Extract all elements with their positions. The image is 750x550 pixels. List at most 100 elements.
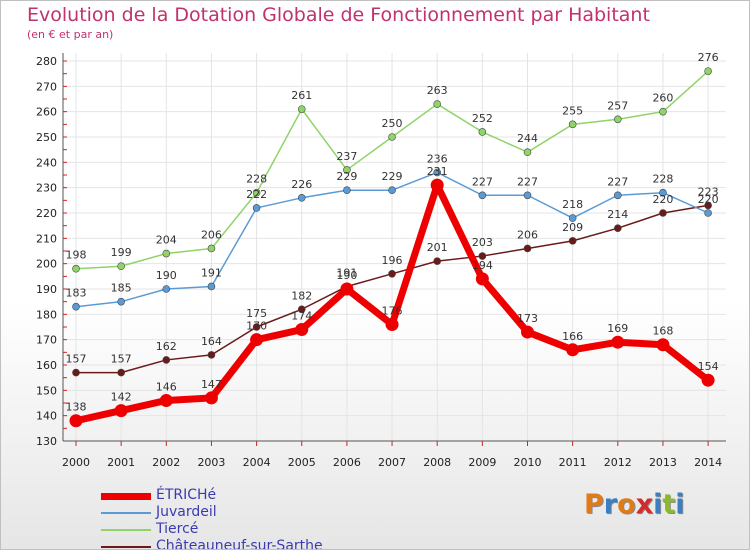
x-tick-label: 2013 (649, 456, 677, 469)
legend-label: Tiercé (156, 521, 199, 537)
series-point (297, 194, 306, 202)
x-tick-label: 2010 (514, 456, 542, 469)
x-tick-label: 2003 (197, 456, 225, 469)
data-label: 228 (246, 173, 267, 186)
series-point (72, 368, 80, 377)
y-tick-label: 280 (36, 55, 57, 68)
series-point (613, 115, 622, 124)
data-label: 252 (472, 112, 493, 125)
data-label: 169 (607, 322, 628, 335)
data-label: 263 (427, 84, 448, 97)
data-label: 199 (111, 246, 132, 259)
data-label: 147 (201, 378, 222, 391)
x-tick-label: 2012 (604, 456, 632, 469)
series-point (343, 186, 351, 194)
data-label: 194 (472, 259, 493, 272)
x-tick-label: 2006 (333, 456, 361, 469)
data-label: 154 (698, 360, 719, 373)
chart-title: Evolution de la Dotation Globale de Fonc… (27, 4, 650, 26)
data-label: 260 (652, 92, 673, 105)
data-label: 209 (562, 221, 583, 234)
data-label: 185 (111, 282, 132, 295)
data-label: 157 (111, 353, 132, 366)
data-label: 157 (66, 353, 87, 366)
legend-swatch (101, 529, 151, 531)
chart-axes: 130 140 150 160 170 180 190 200 210 220 230 240 250 2… (36, 53, 726, 469)
series-point (704, 209, 712, 217)
data-label: 198 (66, 249, 87, 262)
chart-legend: ÉTRICHé Juvardeil Tiercé Châteauneuf-sur-Sa… (101, 487, 381, 550)
data-label: 250 (382, 117, 403, 130)
series-point (430, 178, 444, 192)
series-point (162, 285, 171, 293)
series-point (69, 414, 83, 428)
series-point (613, 224, 622, 232)
data-label: 206 (517, 228, 538, 241)
series-point (159, 393, 173, 407)
data-label: 166 (562, 330, 583, 343)
y-tick-label: 210 (36, 232, 57, 245)
series-point (521, 325, 534, 339)
series-point (117, 262, 125, 271)
data-label: 276 (698, 51, 719, 64)
chart-grid (63, 53, 726, 441)
series-point (207, 244, 216, 253)
data-label: 222 (246, 188, 267, 201)
data-label: 142 (111, 391, 132, 404)
series-point (162, 249, 171, 258)
data-label: 146 (156, 380, 177, 393)
series-point (340, 282, 354, 296)
data-label: 168 (652, 325, 673, 338)
series-point (297, 305, 306, 314)
data-label: 196 (382, 254, 403, 267)
series-point (72, 264, 80, 273)
series-point (659, 209, 667, 217)
series-point (250, 333, 264, 347)
data-label: 201 (427, 241, 448, 254)
legend-label: ÉTRICHé (156, 487, 217, 503)
series-point (704, 201, 712, 210)
data-label: 229 (382, 170, 403, 183)
series-point (478, 252, 487, 260)
x-tick-label: 2004 (243, 456, 271, 469)
data-label: 229 (336, 170, 357, 183)
series-point (478, 128, 487, 136)
x-tick-label: 2005 (288, 456, 316, 469)
series-point (523, 244, 532, 253)
series-point (162, 356, 171, 364)
series-point (568, 237, 577, 245)
series-point (117, 368, 125, 377)
y-tick-label: 160 (36, 359, 57, 372)
data-label: 183 (66, 287, 87, 300)
data-label: 173 (517, 312, 538, 325)
series-point (117, 297, 125, 306)
series-point (659, 188, 667, 197)
data-label: 176 (382, 304, 403, 317)
x-tick-label: 2001 (107, 456, 135, 469)
series-point (475, 272, 489, 286)
legend-label: Châteauneuf-sur-Sarthe (156, 538, 323, 550)
data-label: 206 (201, 228, 222, 241)
data-label: 138 (66, 401, 87, 414)
legend-item: Tiercé (101, 521, 381, 538)
legend-swatch (101, 492, 151, 500)
series-point (701, 373, 715, 387)
y-tick-label: 140 (36, 410, 57, 423)
data-label: 261 (291, 89, 312, 102)
y-tick-label: 130 (36, 435, 57, 448)
data-label: 255 (562, 104, 583, 117)
data-label: 175 (246, 307, 267, 320)
y-tick-label: 230 (36, 182, 57, 195)
chart-data-labels: 157 157 162 164 175 182 191 196 201 203 206 209 214 2… (66, 51, 719, 414)
data-label: 237 (336, 150, 357, 163)
x-tick-label: 2009 (468, 456, 496, 469)
series-point (433, 168, 442, 177)
series-point (204, 391, 218, 405)
series-point (523, 148, 532, 156)
x-tick-label: 2000 (62, 456, 90, 469)
data-label: 191 (336, 266, 357, 279)
series-point (252, 204, 261, 212)
legend-swatch (101, 546, 151, 548)
series-point (566, 343, 580, 357)
